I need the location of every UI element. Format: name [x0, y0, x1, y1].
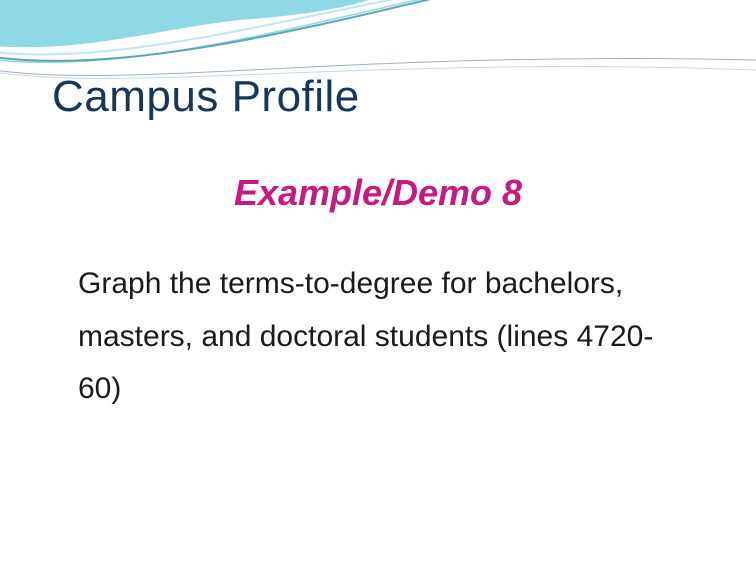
slide-body-text: Graph the terms-to-degree for bachelors,…: [78, 258, 678, 416]
slide-title: Campus Profile: [52, 72, 360, 122]
slide-subtitle: Example/Demo 8: [0, 172, 756, 214]
